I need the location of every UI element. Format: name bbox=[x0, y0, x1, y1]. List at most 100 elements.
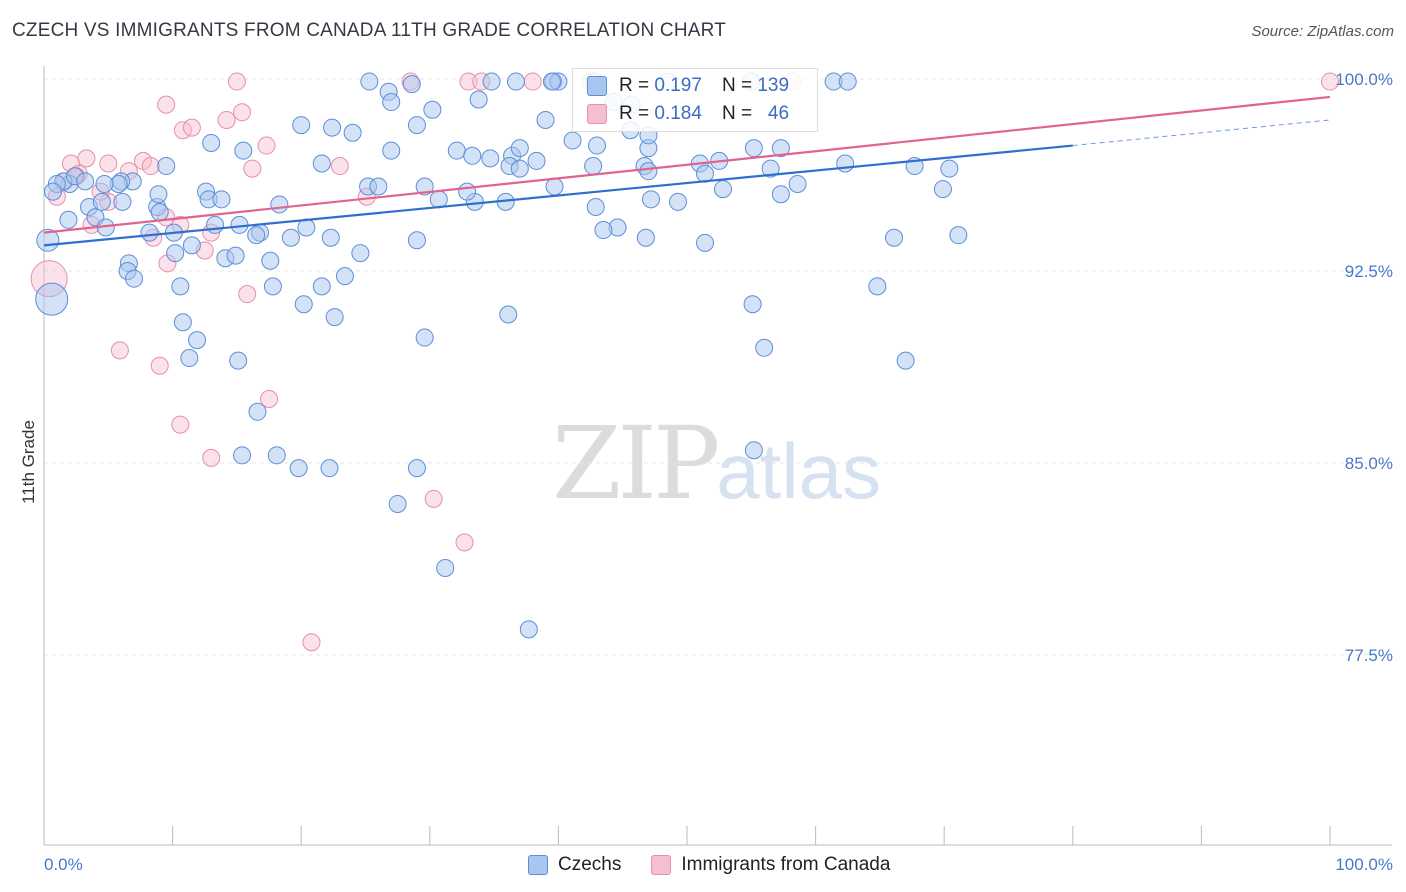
czech-point bbox=[636, 228, 655, 247]
czech-point bbox=[233, 446, 252, 465]
czech-point bbox=[423, 100, 442, 119]
czech-trend-line bbox=[43, 144, 1073, 247]
czech-point bbox=[171, 277, 190, 296]
czech-point bbox=[744, 441, 763, 460]
czech-point bbox=[458, 182, 477, 201]
czech-point bbox=[44, 182, 63, 201]
czech-point bbox=[755, 338, 774, 357]
canada-point bbox=[455, 533, 474, 552]
czech-point bbox=[312, 154, 331, 173]
czech-point bbox=[267, 446, 286, 465]
czech-point bbox=[157, 157, 176, 176]
czech-point bbox=[173, 313, 192, 332]
canada-point bbox=[424, 489, 443, 508]
y-tick-label: 77.5% bbox=[1345, 646, 1393, 665]
canada-point bbox=[459, 72, 478, 91]
czech-point bbox=[312, 277, 331, 296]
canada-point bbox=[182, 118, 201, 137]
czech-point bbox=[351, 244, 370, 263]
czech-point bbox=[586, 198, 605, 216]
czech-point bbox=[542, 72, 561, 91]
series-legend-czechs: Czechs bbox=[528, 854, 621, 876]
canada-point bbox=[157, 95, 176, 114]
czech-point bbox=[166, 244, 185, 263]
canada-point bbox=[233, 103, 252, 122]
czech-point bbox=[536, 110, 555, 129]
canada-points bbox=[30, 72, 1339, 652]
czech-point bbox=[510, 159, 529, 178]
czech-point bbox=[949, 226, 968, 245]
czech-point bbox=[641, 190, 660, 209]
canada-point bbox=[257, 136, 276, 155]
canada-point bbox=[202, 448, 221, 467]
legend-n-label: N = bbox=[721, 103, 753, 124]
canada-point bbox=[260, 390, 279, 408]
czech-point bbox=[263, 277, 282, 296]
canada-point bbox=[77, 149, 96, 168]
czech-trend-extension bbox=[1072, 119, 1331, 147]
legend-n-label: N = bbox=[721, 75, 753, 96]
czech-point bbox=[323, 118, 342, 137]
czech-point bbox=[519, 620, 538, 639]
czech-point bbox=[415, 177, 434, 196]
czech-point bbox=[940, 159, 959, 178]
tick-labels: 100.0% 92.5% 85.0% 77.5% 0.0% 100.0% 11th Grad… bbox=[19, 70, 1393, 874]
legend-r-label: R = bbox=[619, 75, 650, 96]
czech-point bbox=[388, 494, 407, 513]
legend-swatch-czechs bbox=[587, 76, 607, 96]
czech-point bbox=[149, 185, 168, 204]
czech-point bbox=[506, 72, 525, 91]
czech-point bbox=[76, 172, 95, 191]
y-tick-label: 92.5% bbox=[1345, 262, 1393, 281]
czech-point bbox=[35, 282, 69, 316]
czech-point bbox=[510, 139, 529, 158]
legend-n-value: 46 bbox=[767, 103, 790, 124]
x-tick-label-start: 0.0% bbox=[44, 855, 83, 874]
czech-point bbox=[771, 139, 790, 158]
correlation-legend: R = 0.197 N = 139 R = 0.184 N = 46 bbox=[572, 68, 818, 132]
czech-point bbox=[407, 116, 426, 135]
czech-point bbox=[714, 180, 733, 199]
czech-point bbox=[696, 233, 715, 252]
canada-trend-line bbox=[43, 95, 1331, 234]
czech-point bbox=[59, 210, 78, 229]
czech-point bbox=[836, 154, 855, 173]
canada-point bbox=[110, 341, 129, 360]
legend-r-value: 0.197 bbox=[654, 75, 702, 96]
legend-row-canada: R = 0.184 N = 46 bbox=[587, 102, 789, 126]
czech-point bbox=[407, 231, 426, 250]
legend-r-label: R = bbox=[619, 103, 650, 124]
czech-point bbox=[36, 228, 60, 252]
czech-point bbox=[212, 190, 231, 209]
czech-point bbox=[320, 459, 339, 478]
czech-point bbox=[481, 149, 500, 168]
series-swatch-czechs bbox=[528, 855, 548, 875]
canada-point bbox=[227, 72, 246, 91]
series-label-czechs: Czechs bbox=[558, 854, 622, 875]
czech-point bbox=[281, 228, 300, 247]
czech-point bbox=[545, 177, 564, 196]
chart-title: CZECH VS IMMIGRANTS FROM CANADA 11TH GRA… bbox=[12, 20, 727, 41]
series-label-canada: Immigrants from Canada bbox=[681, 854, 891, 875]
czech-point bbox=[885, 228, 904, 247]
czech-point bbox=[668, 192, 687, 211]
czech-point bbox=[527, 151, 546, 170]
czech-point bbox=[382, 93, 401, 112]
canada-point bbox=[217, 110, 236, 129]
trend-lines bbox=[43, 95, 1331, 247]
czech-point bbox=[587, 136, 606, 155]
czech-point bbox=[140, 223, 159, 242]
canada-point bbox=[330, 157, 349, 176]
czech-point bbox=[896, 351, 915, 370]
czech-point bbox=[292, 116, 311, 135]
czech-point bbox=[482, 72, 501, 91]
czech-point bbox=[563, 131, 582, 150]
x-tick-label-end: 100.0% bbox=[1335, 855, 1393, 874]
czech-point bbox=[788, 174, 807, 193]
source-label: Source: ZipAtlas.com bbox=[1251, 23, 1394, 40]
czech-point bbox=[639, 162, 658, 181]
czech-point bbox=[369, 177, 388, 196]
czech-point bbox=[469, 90, 488, 109]
czech-point bbox=[499, 305, 518, 324]
